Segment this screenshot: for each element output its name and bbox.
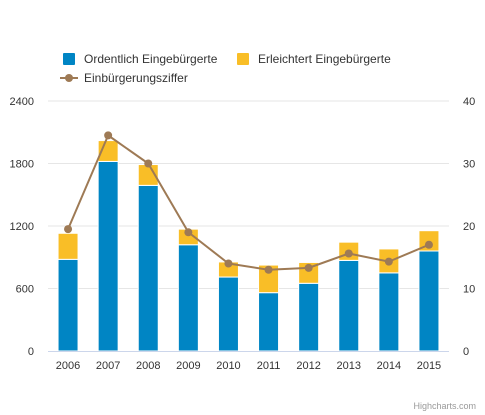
bar-ordentlich-2014[interactable] <box>378 272 400 352</box>
bar-ordentlich-2006[interactable] <box>57 258 79 352</box>
bar-ordentlich-2007[interactable] <box>97 160 119 352</box>
bar-ordentlich-2013[interactable] <box>338 259 360 352</box>
axes-group: 0 600 1200 1800 2400 0 10 20 30 40 2006 2007 2008 200… <box>10 96 476 372</box>
bars-group <box>57 140 440 352</box>
x-axis-tick-label: 2015 <box>417 360 441 372</box>
x-axis-tick-label: 2009 <box>176 360 200 372</box>
x-axis-tick-label: 2013 <box>337 360 361 372</box>
bar-erleichtert-2011[interactable] <box>258 264 280 294</box>
credits-label[interactable]: Highcharts.com <box>413 401 476 411</box>
x-axis-tick-label: 2010 <box>216 360 240 372</box>
bar-ordentlich-2011[interactable] <box>258 292 280 352</box>
line-series-group <box>64 131 433 274</box>
line-point-2015[interactable] <box>424 240 433 249</box>
x-axis-tick-label: 2007 <box>96 360 120 372</box>
y-axis-left-tick-label: 1800 <box>10 159 34 171</box>
y-axis-right-tick-label: 20 <box>463 221 475 233</box>
x-axis-tick-label: 2012 <box>296 360 320 372</box>
x-axis-tick-label: 2008 <box>136 360 160 372</box>
y-axis-right-tick-label: 0 <box>463 346 469 358</box>
legend-swatch <box>63 53 75 65</box>
legend-label: Ordentlich Eingebürgerte <box>84 52 218 66</box>
bar-ordentlich-2012[interactable] <box>298 282 320 352</box>
legend-swatch <box>237 53 249 65</box>
x-axis-tick-label: 2006 <box>56 360 80 372</box>
legend-item-0[interactable]: Ordentlich Eingebürgerte <box>63 52 218 66</box>
y-axis-left-tick-label: 2400 <box>10 96 34 108</box>
y-axis-right-tick-label: 30 <box>463 159 475 171</box>
line-point-2011[interactable] <box>264 265 273 274</box>
bar-ordentlich-2010[interactable] <box>217 276 239 352</box>
bar-erleichtert-2006[interactable] <box>57 232 79 260</box>
y-axis-left-tick-label: 600 <box>16 284 34 296</box>
line-einbuergerungsziffer[interactable] <box>67 134 430 271</box>
legend-label: Einbürgerungsziffer <box>84 71 188 85</box>
bar-ordentlich-2009[interactable] <box>177 244 199 352</box>
line-point-2010[interactable] <box>224 259 233 268</box>
line-point-2009[interactable] <box>184 228 193 237</box>
x-axis-tick-label: 2011 <box>257 360 281 372</box>
y-axis-left-tick-label: 1200 <box>10 221 34 233</box>
y-axis-right-tick-label: 40 <box>463 96 475 108</box>
y-axis-left-tick-label: 0 <box>28 346 34 358</box>
bar-ordentlich-2015[interactable] <box>418 250 440 352</box>
legend-item-1[interactable]: Erleichtert Eingebürgerte <box>237 52 391 66</box>
legend: Ordentlich Eingebürgerte Erleichtert Eing… <box>60 52 391 85</box>
line-point-2008[interactable] <box>144 159 153 168</box>
line-point-2014[interactable] <box>384 257 393 266</box>
line-point-2007[interactable] <box>104 131 113 140</box>
bar-ordentlich-2008[interactable] <box>137 184 159 352</box>
legend-label: Erleichtert Eingebürgerte <box>258 52 391 66</box>
line-point-2012[interactable] <box>304 263 313 272</box>
line-point-2006[interactable] <box>64 225 73 234</box>
x-axis-tick-label: 2014 <box>377 360 401 372</box>
line-point-2013[interactable] <box>344 249 353 258</box>
legend-item-2[interactable]: Einbürgerungsziffer <box>60 71 188 85</box>
legend-marker <box>65 74 73 82</box>
y-axis-right-tick-label: 10 <box>463 284 475 296</box>
